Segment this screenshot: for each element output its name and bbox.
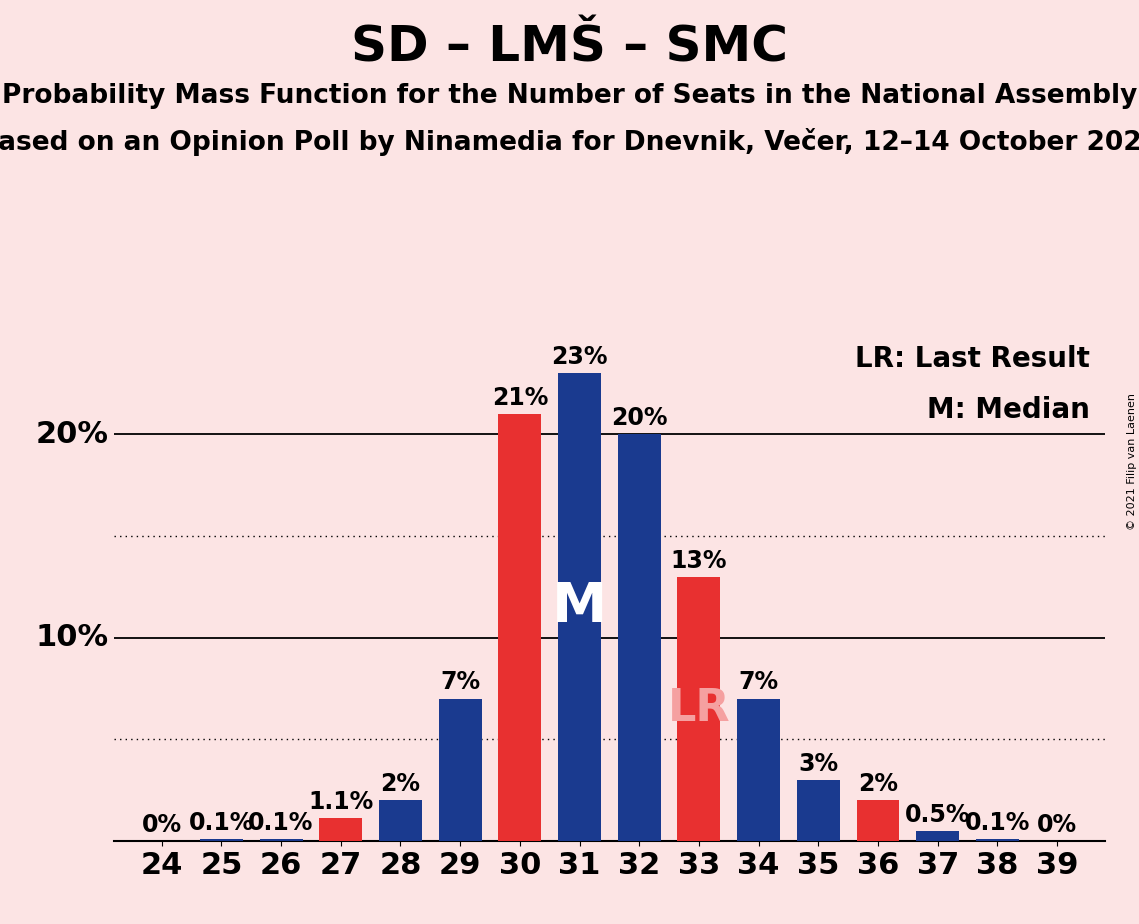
Text: M: M bbox=[552, 580, 607, 634]
Bar bbox=[499, 414, 541, 841]
Text: 0.1%: 0.1% bbox=[189, 810, 254, 834]
Text: 20%: 20% bbox=[611, 407, 667, 431]
Bar bbox=[439, 699, 482, 841]
Bar bbox=[857, 800, 900, 841]
Text: LR: LR bbox=[667, 687, 730, 730]
Text: 0.1%: 0.1% bbox=[965, 810, 1030, 834]
Text: 13%: 13% bbox=[671, 549, 727, 573]
Bar bbox=[916, 831, 959, 841]
Text: 10%: 10% bbox=[35, 623, 108, 652]
Bar bbox=[319, 819, 362, 841]
Text: 2%: 2% bbox=[380, 772, 420, 796]
Text: 0%: 0% bbox=[141, 813, 182, 837]
Text: 1.1%: 1.1% bbox=[309, 790, 374, 814]
Bar bbox=[199, 839, 243, 841]
Text: 0.1%: 0.1% bbox=[248, 810, 313, 834]
Bar bbox=[260, 839, 303, 841]
Text: Based on an Opinion Poll by Ninamedia for Dnevnik, Večer, 12–14 October 2021: Based on an Opinion Poll by Ninamedia fo… bbox=[0, 128, 1139, 155]
Bar bbox=[797, 780, 839, 841]
Text: 7%: 7% bbox=[738, 671, 779, 695]
Text: 0.5%: 0.5% bbox=[904, 803, 970, 827]
Text: LR: Last Result: LR: Last Result bbox=[855, 346, 1090, 373]
Text: M: Median: M: Median bbox=[927, 396, 1090, 424]
Bar bbox=[737, 699, 780, 841]
Bar bbox=[976, 839, 1019, 841]
Bar bbox=[617, 434, 661, 841]
Bar bbox=[379, 800, 421, 841]
Text: 0%: 0% bbox=[1036, 813, 1077, 837]
Text: 7%: 7% bbox=[440, 671, 481, 695]
Bar bbox=[678, 577, 720, 841]
Text: 2%: 2% bbox=[858, 772, 898, 796]
Text: 21%: 21% bbox=[492, 386, 548, 410]
Bar bbox=[558, 373, 601, 841]
Text: 23%: 23% bbox=[551, 346, 608, 370]
Text: 20%: 20% bbox=[35, 419, 108, 449]
Text: Probability Mass Function for the Number of Seats in the National Assembly: Probability Mass Function for the Number… bbox=[2, 83, 1137, 109]
Text: © 2021 Filip van Laenen: © 2021 Filip van Laenen bbox=[1126, 394, 1137, 530]
Text: SD – LMŠ – SMC: SD – LMŠ – SMC bbox=[351, 23, 788, 71]
Text: 3%: 3% bbox=[798, 752, 838, 776]
